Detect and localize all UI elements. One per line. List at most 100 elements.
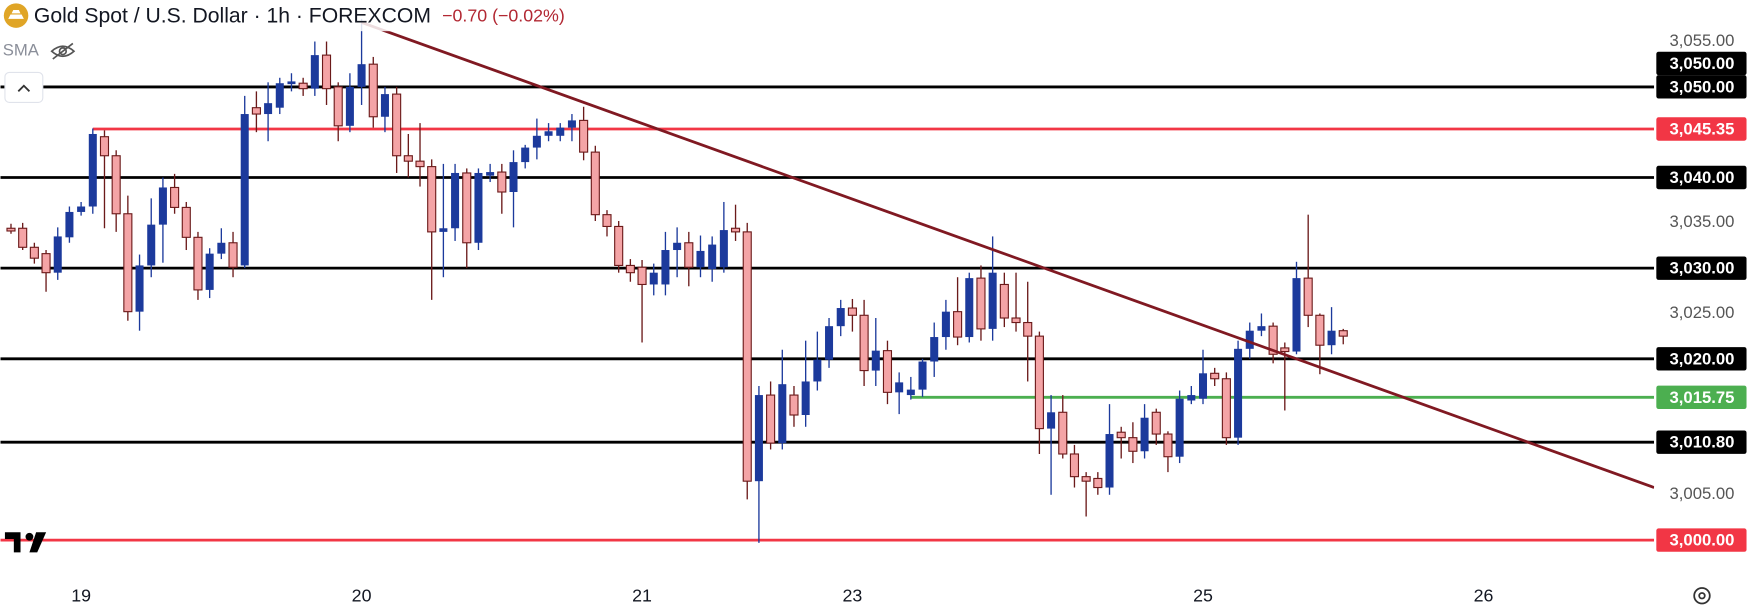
candle-body	[65, 211, 74, 238]
candle-body	[368, 63, 378, 118]
candle-body	[1327, 330, 1336, 346]
candle-body	[988, 272, 997, 329]
candle-body	[532, 135, 541, 148]
candle-body	[1011, 317, 1021, 324]
level-label: 3,015.75	[1669, 388, 1734, 407]
candle-body	[941, 311, 950, 338]
candle-body	[801, 381, 810, 416]
chart-title: Gold Spot / U.S. Dollar · 1h · FOREXCOM	[34, 4, 431, 27]
level-label: 3,010.80	[1669, 433, 1734, 452]
candle-body	[1151, 411, 1161, 435]
candle-body	[719, 230, 728, 268]
candle-body	[1234, 348, 1243, 438]
candle-body	[825, 326, 834, 360]
x-tick-label: 23	[843, 586, 863, 606]
candle-body	[99, 136, 110, 157]
candle-body	[217, 242, 226, 254]
settings-icon[interactable]	[1693, 587, 1711, 605]
candle-body	[264, 103, 273, 115]
level-label-box	[1656, 117, 1747, 141]
candle-body	[6, 227, 16, 232]
candle-body	[1257, 326, 1266, 331]
level-label-box	[1656, 528, 1747, 552]
candle-body	[965, 278, 974, 338]
candle-body	[298, 82, 308, 90]
candle-body	[661, 250, 670, 285]
level-label: 3,050.00	[1669, 77, 1734, 96]
candle-body	[544, 131, 553, 136]
candle-body	[766, 394, 776, 444]
candle-body	[205, 253, 214, 290]
level-label-box	[1656, 165, 1747, 190]
candle-body	[123, 213, 133, 313]
level-label: 3,045.35	[1669, 120, 1734, 139]
candle-body	[637, 266, 647, 286]
candle-body	[275, 83, 284, 108]
level-label-box	[1656, 385, 1747, 410]
candle-body	[392, 93, 402, 157]
candle-body	[380, 94, 389, 117]
candle-body	[427, 166, 437, 233]
candle-body	[1292, 278, 1301, 352]
candle-body	[321, 54, 332, 90]
candle-body	[1210, 372, 1220, 380]
hide-indicator-icon[interactable]	[50, 42, 76, 60]
candle-body	[649, 272, 658, 285]
candle-body	[451, 172, 460, 229]
collapse-button[interactable]	[4, 71, 44, 104]
candle-body	[497, 171, 507, 193]
candle-body	[1338, 330, 1348, 337]
candle-body	[1175, 398, 1184, 457]
candle-body	[1023, 321, 1033, 337]
candle-body	[859, 314, 869, 372]
candle-body	[813, 359, 822, 382]
candle-body	[567, 120, 576, 128]
trendline	[361, 21, 1655, 489]
candle-body	[882, 350, 893, 393]
candle-body	[1093, 477, 1103, 489]
candle-body	[1034, 335, 1044, 430]
candle-body	[1303, 277, 1313, 316]
candle-body	[1198, 373, 1208, 399]
candle-body	[789, 394, 799, 416]
level-label-box	[1656, 430, 1747, 454]
symbol-logo-bars	[8, 10, 24, 19]
candle-body	[474, 172, 483, 243]
candle-body	[953, 311, 963, 338]
tv-logo	[4, 532, 47, 553]
candle-body	[684, 242, 694, 268]
candle-body	[1315, 314, 1325, 346]
candle-body	[170, 186, 180, 208]
candle-body	[88, 133, 97, 207]
candle-body	[1280, 347, 1290, 353]
x-tick-label: 19	[71, 586, 91, 606]
candle-body	[930, 337, 939, 362]
candle-body	[778, 384, 787, 444]
candle-body	[193, 236, 203, 291]
candle-body	[111, 155, 121, 215]
x-tick-label: 26	[1474, 586, 1494, 606]
plot-area	[0, 18, 1655, 543]
candle-body	[1128, 437, 1138, 452]
level-label-box	[1656, 75, 1747, 99]
level-label-box	[1656, 256, 1747, 280]
candle-body	[625, 264, 635, 274]
candle-body	[976, 277, 986, 330]
candle-body	[1140, 417, 1149, 452]
y-tick-label: 3,055.00	[1669, 31, 1734, 50]
candle-body	[730, 227, 741, 233]
candle-body	[251, 107, 261, 115]
candle-body	[287, 81, 296, 85]
candle-body	[1069, 453, 1080, 478]
candle-body	[53, 236, 62, 273]
candle-body	[135, 265, 144, 312]
candle-body	[918, 361, 927, 390]
candle-body	[521, 147, 530, 163]
candle-body	[462, 172, 472, 244]
collapse-icon	[17, 84, 31, 92]
candle-body	[310, 55, 319, 89]
candle-body	[836, 308, 845, 327]
candle-body	[708, 244, 717, 270]
